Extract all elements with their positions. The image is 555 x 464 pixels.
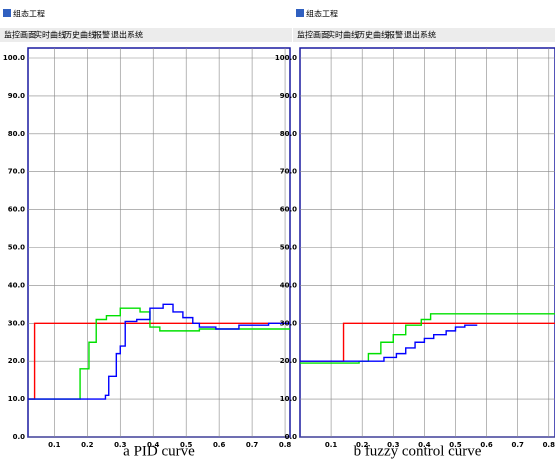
x-tick-label: 0.6: [480, 441, 493, 449]
x-tick-label: 0.1: [325, 441, 338, 449]
y-tick-label: 10.0: [280, 395, 297, 403]
menu-item: 监控画面: [4, 30, 36, 40]
y-tick-label: 30.0: [8, 319, 25, 327]
y-tick-label: 90.0: [280, 92, 297, 100]
x-tick-label: 0.8: [279, 441, 292, 449]
y-tick-label: 50.0: [8, 244, 25, 252]
menu-item: 历史曲线: [64, 30, 96, 40]
y-tick-label: 100.0: [3, 54, 25, 62]
menu-item: 报警: [387, 30, 403, 40]
panel: 组态工程监控画面实时曲线历史曲线报警退出系统 0.0 10.0 20.0 30.0 40.…: [0, 0, 292, 459]
window-icon: [3, 9, 11, 17]
y-tick-label: 50.0: [280, 244, 297, 252]
menu-item: 退出系统: [111, 30, 143, 40]
y-tick-label: 10.0: [8, 395, 25, 403]
y-tick-label: 70.0: [280, 168, 297, 176]
menu-item: 监控画面: [297, 30, 329, 40]
y-tick-label: 40.0: [280, 281, 297, 289]
y-tick-label: 0.0: [13, 433, 26, 441]
y-tick-label: 60.0: [280, 206, 297, 214]
y-tick-label: 90.0: [8, 92, 25, 100]
x-tick-label: 0.2: [81, 441, 94, 449]
y-tick-label: 100.0: [275, 54, 297, 62]
menu-item: 实时曲线: [34, 30, 66, 40]
caption: b fuzzy control curve: [354, 443, 482, 459]
window-icon: [296, 9, 304, 17]
y-tick-label: 0.0: [285, 433, 298, 441]
y-tick-label: 30.0: [280, 319, 297, 327]
x-tick-label: 0.1: [48, 441, 61, 449]
x-tick-label: 0.7: [246, 441, 259, 449]
menu-item: 实时曲线: [327, 30, 359, 40]
y-tick-label: 60.0: [8, 206, 25, 214]
y-tick-label: 40.0: [8, 281, 25, 289]
caption: a PID curve: [123, 443, 195, 459]
y-tick-label: 20.0: [8, 357, 25, 365]
panel: 组态工程监控画面实时曲线历史曲线报警退出系统 0.0 10.0 20.0 30.0 40.…: [275, 0, 555, 459]
x-tick-label: 0.6: [213, 441, 226, 449]
menu-item: 报警: [94, 30, 110, 40]
y-tick-label: 20.0: [280, 357, 297, 365]
x-tick-label: 0.8: [543, 441, 555, 449]
menu-item: 历史曲线: [357, 30, 389, 40]
y-tick-label: 80.0: [8, 130, 25, 138]
window-title: 组态工程: [13, 9, 45, 19]
plot-area: [28, 48, 290, 437]
x-tick-label: 0.7: [511, 441, 524, 449]
figure: 组态工程监控画面实时曲线历史曲线报警退出系统0.010.020.030.040.…: [0, 0, 555, 464]
y-tick-label: 80.0: [280, 130, 297, 138]
plot-area: [300, 48, 555, 437]
window-title: 组态工程: [306, 9, 338, 19]
menu-item: 退出系统: [404, 30, 436, 40]
y-tick-label: 70.0: [8, 168, 25, 176]
